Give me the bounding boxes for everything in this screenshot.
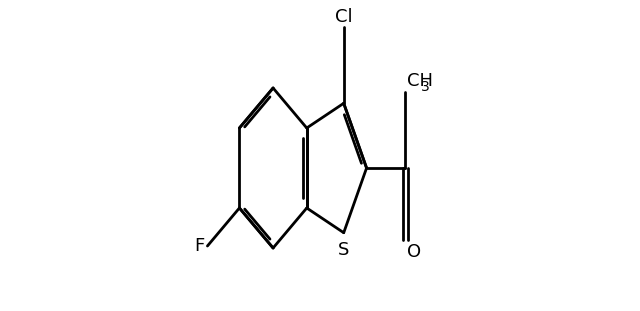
Text: O: O — [407, 243, 421, 261]
Text: F: F — [195, 237, 205, 255]
Text: S: S — [338, 241, 349, 259]
Text: CH: CH — [407, 72, 433, 90]
Text: 3: 3 — [421, 80, 430, 94]
Text: Cl: Cl — [335, 8, 353, 26]
